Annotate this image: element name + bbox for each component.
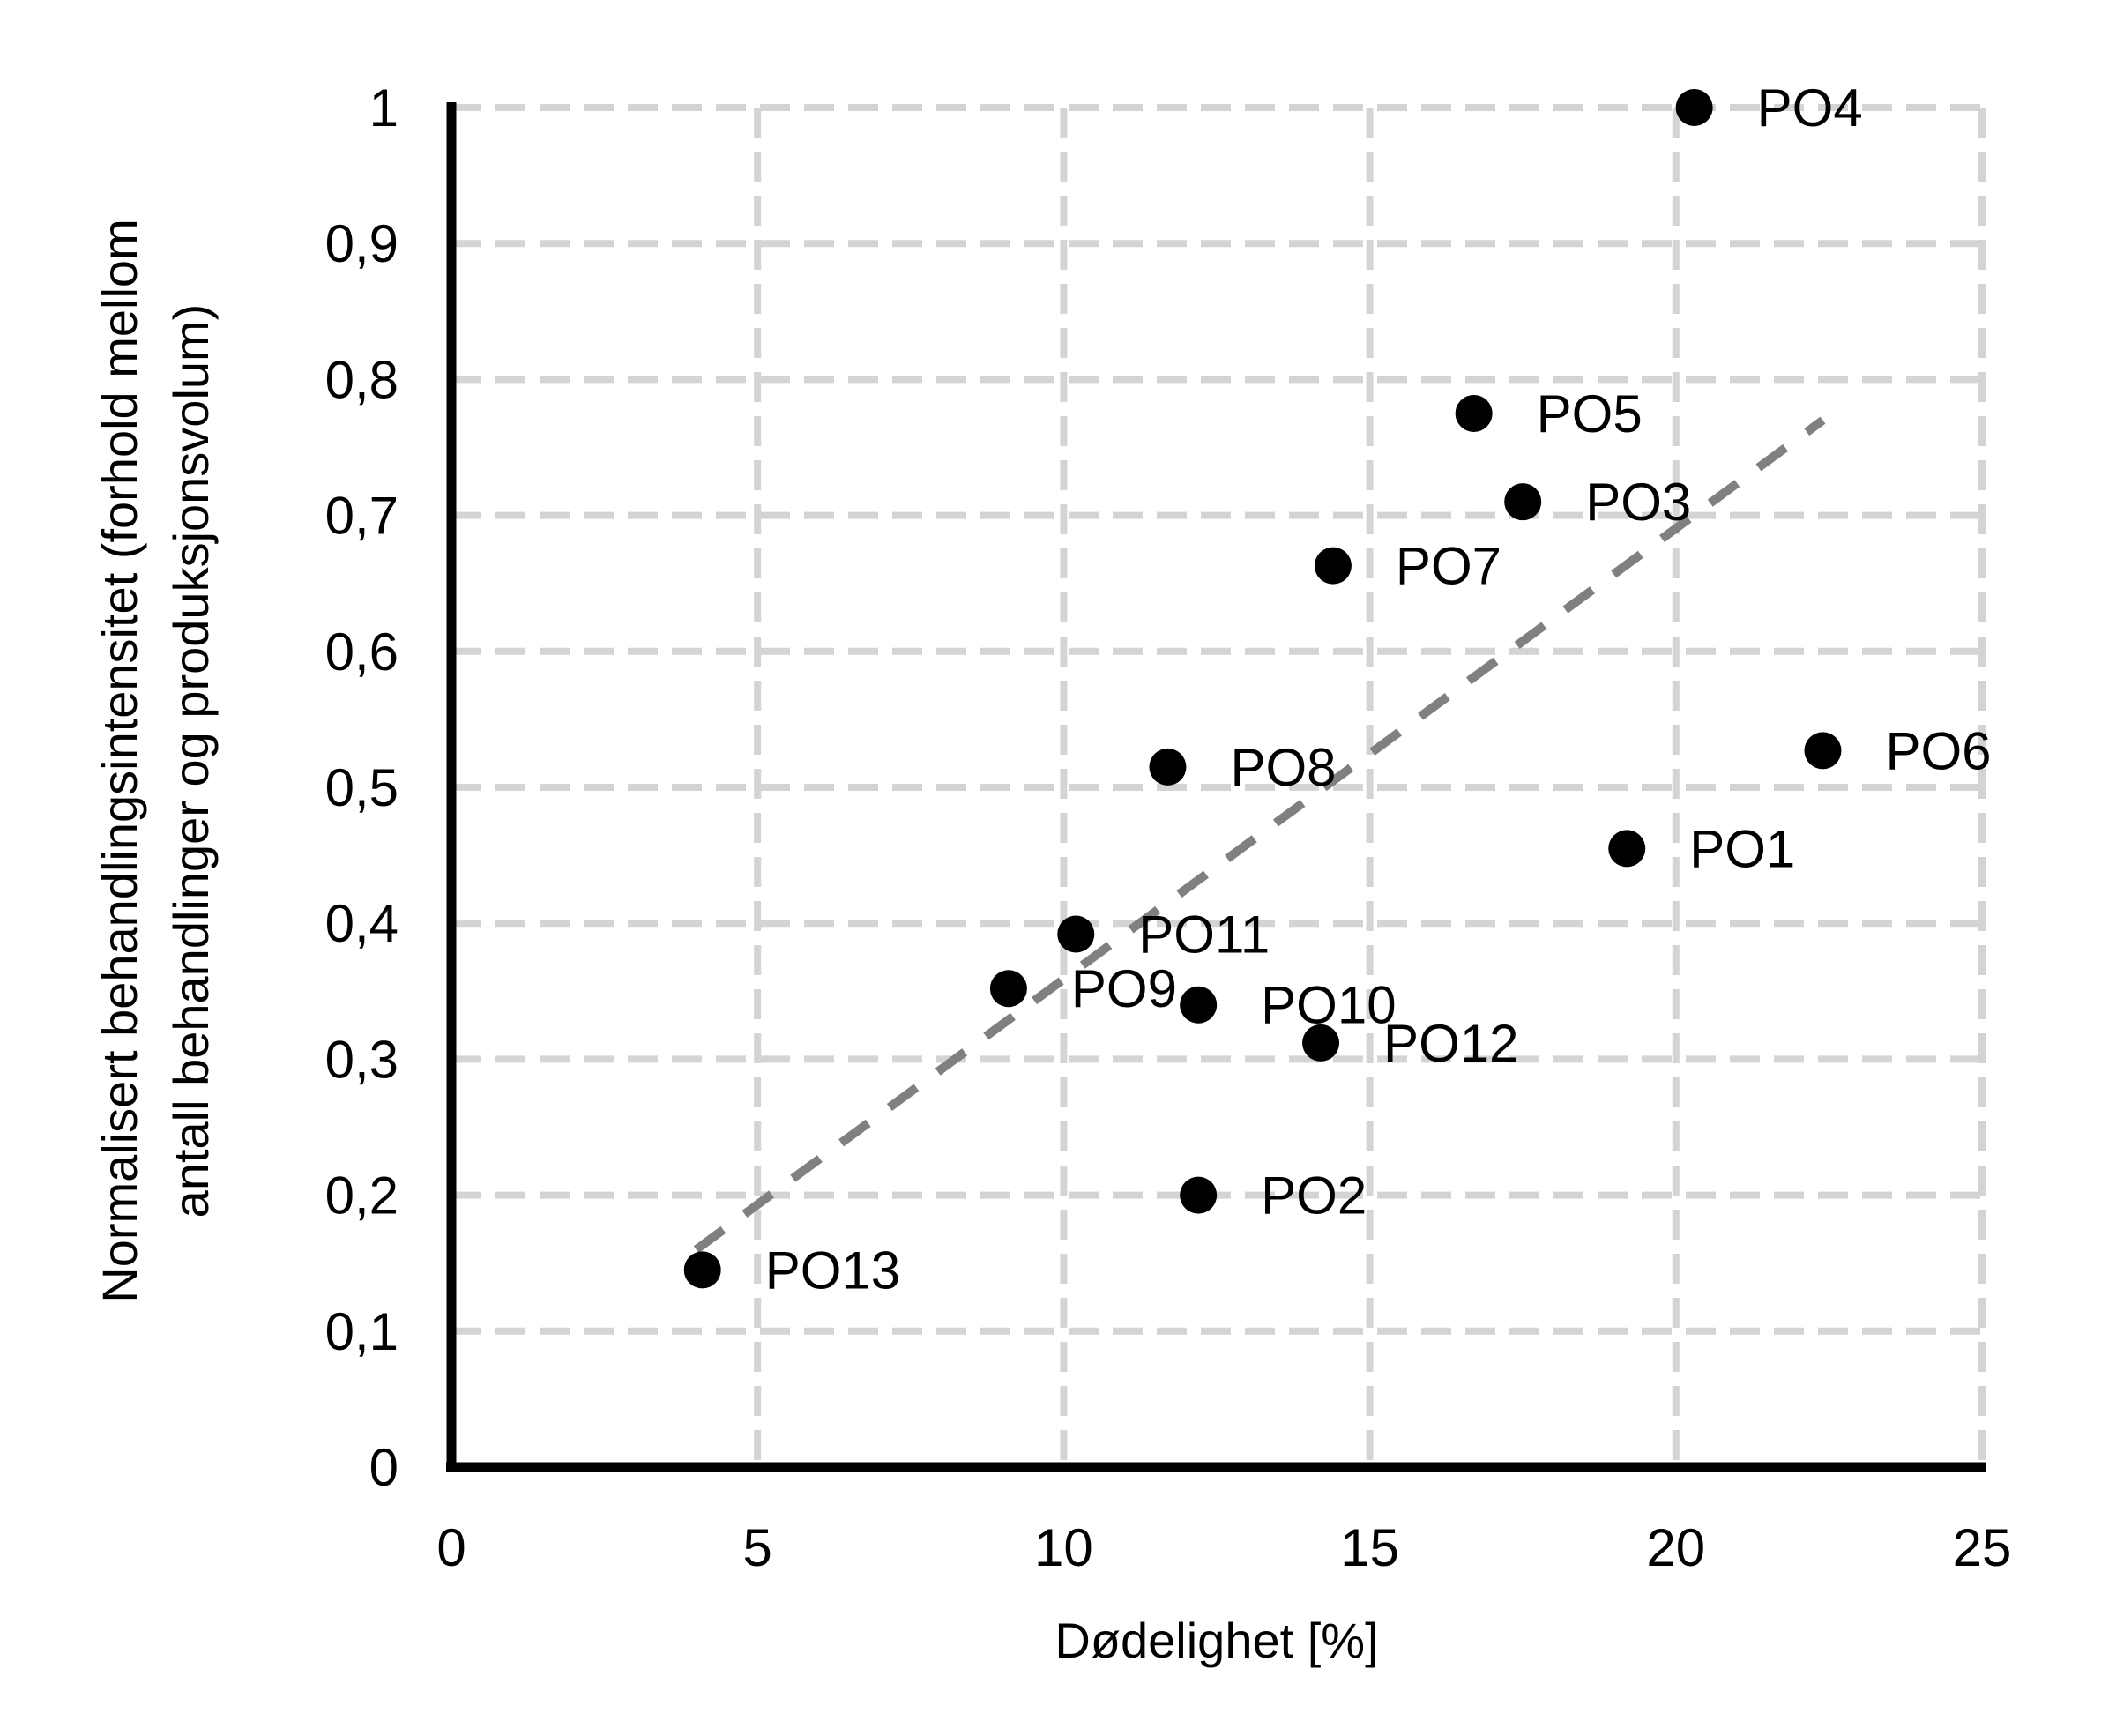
y-tick-label: 0,3 (325, 1030, 399, 1089)
data-label-po8: PO8 (1230, 738, 1336, 797)
data-point-po6 (1804, 732, 1842, 770)
x-tick-label: 5 (743, 1518, 772, 1577)
data-point-po1 (1608, 830, 1646, 868)
x-tick-label: 20 (1646, 1518, 1705, 1577)
y-tick-label: 0,5 (325, 758, 399, 817)
data-points (683, 89, 1842, 1289)
data-label-po11: PO11 (1138, 905, 1270, 965)
x-tick-label: 0 (436, 1518, 466, 1577)
data-point-po3 (1504, 483, 1542, 521)
data-point-po5 (1455, 394, 1493, 432)
data-point-labels: PO1 PO2 PO3 PO4 PO5 PO6 PO7 PO8 PO9 PO10 PO11 PO12 P… (765, 78, 1992, 1300)
data-label-po2: PO2 (1261, 1166, 1367, 1226)
data-point-po9 (989, 970, 1027, 1008)
data-label-po7: PO7 (1396, 537, 1501, 596)
data-point-po12 (1302, 1024, 1340, 1062)
trendline (693, 416, 1826, 1254)
data-label-po13: PO13 (765, 1241, 900, 1300)
y-tick-label: 0,7 (325, 487, 399, 546)
y-tick-label: 0,4 (325, 894, 399, 953)
grid-lines (451, 104, 1986, 1467)
x-tick-label: 15 (1340, 1518, 1399, 1577)
y-axis-title-line-1: Normalisert behandlingsintensitet (forho… (92, 219, 147, 1302)
data-point-po13 (683, 1251, 721, 1289)
data-point-po11 (1057, 915, 1095, 953)
data-label-po9: PO9 (1071, 959, 1177, 1018)
data-label-po1: PO1 (1689, 819, 1795, 878)
data-point-po4 (1675, 89, 1713, 126)
y-axis-title-line-2: antall behandlinger og produksjonsvolum) (163, 304, 219, 1218)
data-label-po5: PO5 (1537, 384, 1643, 443)
y-tick-label: 1 (369, 78, 399, 138)
y-tick-label: 0,8 (325, 350, 399, 409)
data-label-po4: PO4 (1757, 78, 1863, 138)
x-tick-label: 25 (1953, 1518, 2012, 1577)
y-tick-label: 0,1 (325, 1302, 399, 1361)
y-tick-label: 0 (369, 1438, 399, 1497)
trendline-group (693, 416, 1826, 1254)
x-axis-title: Dødelighet [%] (1054, 1613, 1378, 1668)
x-tick-label: 10 (1034, 1518, 1093, 1577)
data-label-po3: PO3 (1585, 473, 1691, 532)
data-point-po2 (1180, 1176, 1218, 1214)
axes (446, 102, 1986, 1472)
data-label-po10: PO10 (1261, 976, 1396, 1035)
data-label-po12: PO12 (1383, 1014, 1518, 1073)
data-label-po6: PO6 (1885, 721, 1991, 780)
y-tick-label: 0,6 (325, 622, 399, 682)
data-point-po8 (1149, 748, 1187, 786)
tick-labels: 00,10,20,30,40,50,60,70,80,910 5 10 15 20 25 (325, 78, 2012, 1577)
data-point-po10 (1180, 986, 1218, 1024)
y-tick-label: 0,9 (325, 214, 399, 273)
data-point-po7 (1314, 547, 1352, 585)
y-tick-label: 0,2 (325, 1166, 399, 1226)
